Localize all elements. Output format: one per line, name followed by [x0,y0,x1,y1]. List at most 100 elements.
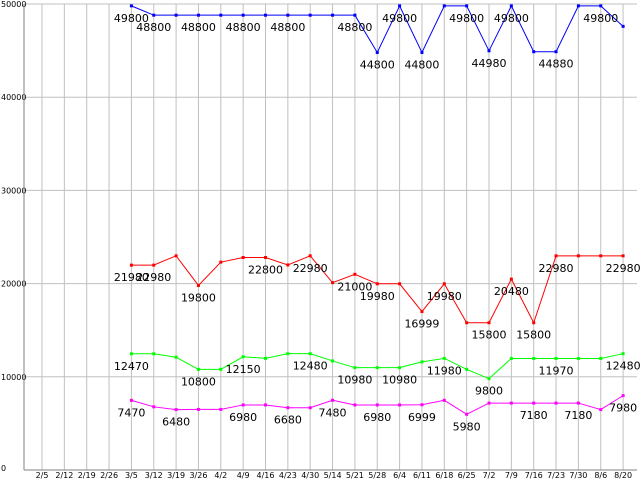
grid-layer [24,3,637,471]
data-point [353,13,357,17]
data-point [129,398,133,402]
data-label: 21980 [114,271,149,284]
data-point [241,256,245,260]
x-tick-label: 3/26 [189,471,207,480]
data-point [554,356,558,360]
data-point [308,254,312,258]
data-point [219,367,223,371]
data-label: 6980 [229,411,257,424]
data-label: 22980 [539,262,574,275]
x-tick-label: 7/30 [569,471,587,480]
x-tick-label: 2/5 [36,471,49,480]
x-tick-label: 5/14 [324,471,342,480]
data-point [621,352,625,356]
data-label: 48800 [270,21,305,34]
data-point [442,282,446,286]
x-tick-label: 4/23 [279,471,297,480]
x-tick-label: 5/28 [368,471,386,480]
data-point [129,4,133,8]
data-point [465,321,469,325]
data-point [420,403,424,407]
data-label: 7180 [520,409,548,422]
data-point [554,50,558,54]
x-tick-label: 6/4 [393,471,406,480]
data-point [196,407,200,411]
data-label: 48800 [181,21,216,34]
data-point [576,401,580,405]
x-tick-label: 6/25 [458,471,476,480]
data-label: 7480 [319,406,347,419]
data-point [241,355,245,359]
data-label: 19980 [360,290,395,303]
data-label: 20480 [494,285,529,298]
data-label: 12480 [606,360,640,373]
data-point [487,321,491,325]
data-point [465,412,469,416]
data-label: 22980 [136,271,171,284]
data-label: 21000 [337,280,372,293]
series-2 [129,254,625,325]
y-tick-label: 30000 [1,186,26,195]
y-tick-label: 50000 [1,0,26,9]
data-point [308,352,312,356]
data-point [286,13,290,17]
data-point [532,50,536,54]
data-label: 9800 [475,385,503,398]
data-label: 10980 [337,374,372,387]
data-label: 12470 [114,360,149,373]
data-point [174,254,178,258]
series-layer [129,4,625,416]
data-label: 7470 [117,406,145,419]
data-label: 10980 [382,374,417,387]
y-tick-label: 40000 [1,93,26,102]
data-point [398,366,402,370]
data-point [599,408,603,412]
data-point [621,394,625,398]
data-label: 6480 [162,416,190,429]
x-tick-label: 4/16 [257,471,275,480]
data-label: 48800 [136,21,171,34]
data-label: 11970 [539,364,574,377]
data-label: 48800 [337,21,372,34]
data-point [219,13,223,17]
data-label: 15800 [516,329,551,342]
x-tick-label: 8/6 [594,471,607,480]
data-label: 7980 [609,402,637,415]
data-point [196,13,200,17]
data-label: 44800 [404,58,439,71]
data-label: 49800 [114,12,149,25]
data-point [264,356,267,360]
data-label: 19980 [427,290,462,303]
data-point [532,321,536,325]
data-label: 44800 [360,58,395,71]
data-label: 22980 [293,262,328,275]
x-tick-label: 3/12 [145,471,163,480]
data-point [264,403,267,407]
data-point [420,310,424,314]
data-point [487,377,491,381]
x-tick-label: 3/19 [167,471,185,480]
data-point [576,254,580,258]
data-point [174,13,178,17]
data-point [196,283,200,287]
data-point [576,356,580,360]
data-point [487,401,491,405]
data-point [420,50,424,54]
series-4 [129,394,625,416]
data-point [420,360,424,364]
data-label: 6680 [274,414,302,427]
data-label: 6980 [363,411,391,424]
data-point [554,254,558,258]
y-tick-label: 20000 [1,280,26,289]
x-tick-label: 3/5 [125,471,138,480]
data-point [509,356,513,360]
x-tick-label: 2/26 [100,471,118,480]
data-point [241,13,245,17]
data-point [599,4,603,8]
data-point [442,398,446,402]
data-point [331,359,335,363]
data-label: 22800 [248,264,283,277]
data-point [129,263,133,267]
data-point [375,50,379,54]
